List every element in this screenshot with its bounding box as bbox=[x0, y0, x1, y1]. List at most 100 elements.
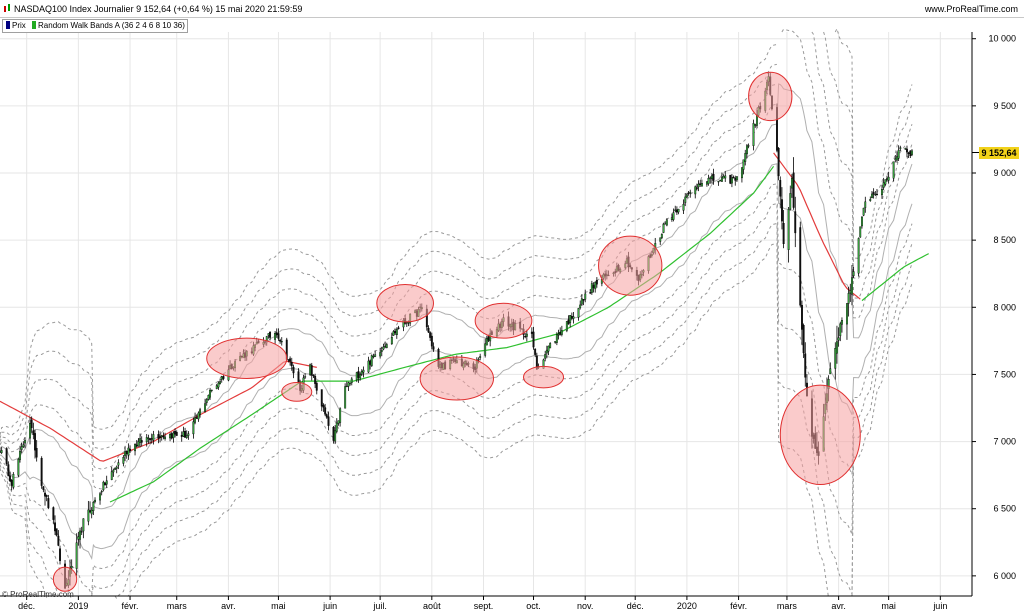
candle-body bbox=[670, 217, 673, 221]
candle-body bbox=[187, 433, 190, 436]
candle-body bbox=[590, 283, 593, 293]
candle-body bbox=[325, 414, 328, 418]
candle-body bbox=[280, 341, 283, 343]
candle-body bbox=[779, 180, 782, 197]
chart-title: NASDAQ100 Index Journalier 9 152,64 (+0,… bbox=[14, 4, 303, 14]
band-line bbox=[0, 183, 913, 597]
candle-body bbox=[80, 531, 83, 533]
candle-body bbox=[857, 238, 860, 274]
candle-body bbox=[734, 177, 737, 181]
candle-body bbox=[184, 431, 187, 438]
candles bbox=[0, 72, 913, 590]
candle-body bbox=[347, 382, 350, 387]
candle-body bbox=[215, 385, 218, 389]
candle-body bbox=[89, 510, 92, 512]
candle-body bbox=[47, 498, 50, 508]
candle-body bbox=[570, 316, 573, 319]
candle-body bbox=[829, 368, 832, 375]
candle-body bbox=[896, 156, 898, 161]
candle-body bbox=[694, 186, 697, 195]
candle-body bbox=[802, 325, 805, 354]
candle-body bbox=[741, 167, 743, 179]
candle-icon bbox=[4, 4, 10, 12]
candle-body bbox=[77, 536, 80, 540]
candle-body bbox=[582, 299, 585, 301]
candle-body bbox=[791, 178, 793, 189]
candle-body bbox=[721, 177, 723, 182]
candle-body bbox=[579, 304, 582, 308]
candle-body bbox=[217, 382, 220, 388]
candle-body bbox=[405, 322, 408, 324]
candle-body bbox=[390, 337, 393, 345]
highlight-ellipse bbox=[206, 337, 288, 379]
candle-body bbox=[545, 349, 548, 354]
candle-body bbox=[19, 450, 21, 460]
candle-body bbox=[359, 374, 362, 379]
candle-body bbox=[672, 212, 675, 220]
band-line bbox=[0, 222, 913, 600]
x-tick-label: déc. bbox=[18, 601, 35, 611]
candle-body bbox=[407, 322, 410, 324]
middle-line-2020 bbox=[773, 152, 861, 300]
candle-body bbox=[292, 366, 295, 374]
candle-body bbox=[484, 343, 487, 356]
candle-body bbox=[799, 227, 802, 306]
candle-body bbox=[20, 446, 23, 450]
candle-body bbox=[314, 376, 317, 384]
candle-body bbox=[777, 147, 780, 177]
x-tick-label: juil. bbox=[372, 601, 387, 611]
candle-body bbox=[140, 440, 143, 443]
candle-body bbox=[210, 389, 213, 392]
candle-body bbox=[335, 422, 338, 432]
candle-body bbox=[172, 432, 175, 438]
candle-body bbox=[699, 183, 702, 185]
candle-body bbox=[677, 208, 680, 213]
candle-body bbox=[911, 150, 913, 155]
candle-body bbox=[886, 178, 888, 180]
candle-body bbox=[12, 474, 15, 488]
candle-body bbox=[754, 124, 757, 126]
candle-body bbox=[5, 448, 8, 465]
candle-body bbox=[149, 438, 152, 441]
candle-body bbox=[752, 123, 755, 146]
candle-body bbox=[427, 327, 430, 333]
highlight-ellipse bbox=[419, 356, 495, 401]
candle-body bbox=[150, 438, 153, 440]
candle-body bbox=[125, 451, 128, 454]
candle-body bbox=[22, 444, 25, 447]
legend-label-prix: Prix bbox=[12, 21, 26, 30]
candle-body bbox=[374, 354, 377, 357]
candle-body bbox=[29, 423, 31, 439]
candle-body bbox=[665, 219, 668, 226]
x-tick-label: févr. bbox=[122, 601, 139, 611]
x-tick-label: févr. bbox=[730, 601, 747, 611]
candle-body bbox=[274, 333, 276, 340]
candle-body bbox=[147, 437, 150, 439]
candle-body bbox=[899, 147, 902, 149]
candle-body bbox=[862, 207, 865, 216]
candle-body bbox=[379, 352, 382, 357]
x-tick-label: avr. bbox=[221, 601, 236, 611]
candle-body bbox=[801, 305, 803, 330]
candle-body bbox=[0, 450, 3, 453]
y-tick-label: 9 500 bbox=[993, 101, 1016, 111]
candle-body bbox=[44, 492, 46, 497]
candle-body bbox=[327, 416, 330, 426]
candle-body bbox=[674, 209, 677, 211]
candle-body bbox=[159, 436, 162, 438]
candle-body bbox=[0, 451, 1, 453]
candle-body bbox=[697, 183, 700, 188]
candle-body bbox=[267, 333, 270, 336]
candle-body bbox=[554, 341, 557, 343]
candle-body bbox=[309, 364, 312, 375]
candle-body bbox=[397, 327, 400, 330]
candle-body bbox=[269, 331, 271, 338]
candle-body bbox=[706, 181, 708, 185]
candle-body bbox=[567, 319, 570, 325]
candle-body bbox=[207, 395, 210, 400]
candle-body bbox=[869, 199, 872, 201]
brand-link[interactable]: www.ProRealTime.com bbox=[924, 4, 1018, 14]
candle-body bbox=[79, 530, 82, 540]
candle-body bbox=[719, 179, 722, 182]
